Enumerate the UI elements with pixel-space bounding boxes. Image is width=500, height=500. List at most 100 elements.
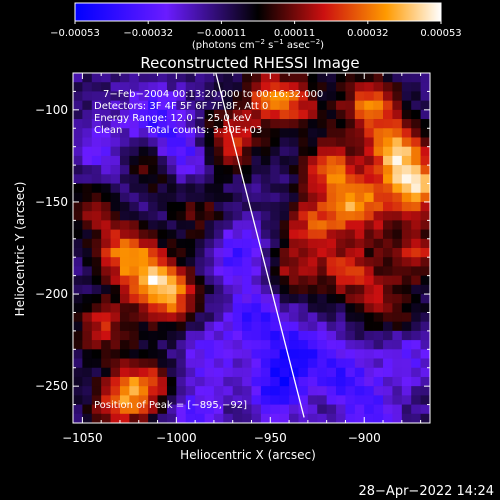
- image-pixel: [148, 248, 158, 258]
- image-pixel: [204, 386, 215, 396]
- image-pixel: [73, 367, 83, 378]
- image-pixel: [420, 312, 430, 322]
- image-pixel: [101, 395, 111, 405]
- image-pixel: [232, 395, 243, 405]
- image-pixel: [411, 340, 421, 350]
- image-pixel: [213, 284, 224, 295]
- image-pixel: [129, 165, 140, 175]
- image-pixel: [73, 201, 83, 212]
- image-pixel: [364, 257, 374, 267]
- image-pixel: [82, 376, 93, 387]
- image-pixel: [157, 321, 168, 332]
- image-pixel: [420, 211, 430, 221]
- image-pixel: [195, 404, 205, 415]
- image-pixel: [317, 119, 327, 129]
- image-pixel: [401, 404, 412, 415]
- image-pixel: [185, 349, 196, 359]
- image-pixel: [204, 321, 215, 332]
- image-pixel: [364, 109, 374, 120]
- image-pixel: [242, 238, 252, 249]
- image-pixel: [91, 275, 102, 286]
- image-pixel: [401, 220, 412, 230]
- image-pixel: [289, 165, 299, 175]
- image-pixel: [148, 303, 158, 313]
- image-pixel: [260, 73, 271, 83]
- image-pixel: [195, 284, 205, 295]
- image-pixel: [392, 376, 403, 387]
- image-pixel: [110, 321, 121, 332]
- image-pixel: [373, 349, 384, 359]
- colorbar-gradient: [74, 2, 442, 22]
- image-pixel: [307, 321, 318, 332]
- image-pixel: [354, 266, 365, 276]
- image-pixel: [411, 303, 421, 313]
- image-pixel: [364, 128, 374, 138]
- image-pixel: [129, 413, 140, 423]
- image-pixel: [129, 119, 140, 129]
- image-pixel: [176, 201, 187, 212]
- image-pixel: [91, 201, 102, 212]
- image-pixel: [73, 73, 83, 83]
- image-pixel: [166, 294, 177, 304]
- image-pixel: [157, 413, 168, 423]
- image-pixel: [148, 404, 158, 415]
- image-pixel: [270, 284, 280, 295]
- image-pixel: [119, 404, 130, 415]
- image-pixel: [73, 294, 83, 304]
- image-pixel: [119, 146, 130, 157]
- image-pixel: [185, 73, 196, 83]
- image-pixel: [383, 238, 393, 249]
- image-pixel: [298, 201, 309, 212]
- image-pixel: [129, 100, 140, 111]
- image-pixel: [185, 413, 196, 423]
- image-pixel: [420, 82, 430, 92]
- image-pixel: [392, 321, 403, 332]
- image-pixel: [289, 330, 299, 341]
- image-pixel: [148, 257, 158, 267]
- image-pixel: [232, 73, 243, 83]
- image-pixel: [251, 330, 262, 341]
- image-pixel: [307, 192, 318, 203]
- image-pixel: [242, 137, 252, 147]
- image-pixel: [420, 303, 430, 313]
- image-pixel: [223, 376, 234, 387]
- image-pixel: [213, 128, 224, 138]
- image-pixel: [101, 100, 111, 111]
- image-pixel: [129, 321, 140, 332]
- image-pixel: [289, 220, 299, 230]
- image-pixel: [82, 174, 93, 184]
- image-pixel: [82, 257, 93, 267]
- image-pixel: [289, 340, 299, 350]
- image-pixel: [91, 82, 102, 92]
- image-pixel: [129, 294, 140, 304]
- image-pixel: [185, 155, 196, 166]
- solar-limb-line: [215, 73, 305, 418]
- image-pixel: [251, 312, 262, 322]
- image-pixel: [392, 367, 403, 378]
- image-pixel: [383, 165, 393, 175]
- image-pixel: [138, 358, 149, 369]
- image-pixel: [420, 376, 430, 387]
- image-pixel: [242, 146, 252, 157]
- image-pixel: [298, 155, 309, 166]
- image-pixel: [82, 367, 93, 378]
- image-pixel: [157, 349, 168, 359]
- image-pixel: [148, 165, 158, 175]
- image-pixel: [195, 183, 205, 194]
- image-pixel: [138, 321, 149, 332]
- image-pixel: [232, 82, 243, 92]
- image-pixel: [383, 294, 393, 304]
- image-pixel: [270, 266, 280, 276]
- image-pixel: [401, 73, 412, 83]
- image-pixel: [307, 165, 318, 175]
- image-pixel: [326, 146, 337, 157]
- image-pixel: [110, 82, 121, 92]
- image-pixel: [420, 100, 430, 111]
- image-pixel: [223, 220, 234, 230]
- image-pixel: [326, 100, 337, 111]
- image-pixel: [317, 275, 327, 286]
- image-pixel: [195, 220, 205, 230]
- image-pixel: [279, 413, 290, 423]
- image-pixel: [213, 413, 224, 423]
- image-pixel: [82, 238, 93, 249]
